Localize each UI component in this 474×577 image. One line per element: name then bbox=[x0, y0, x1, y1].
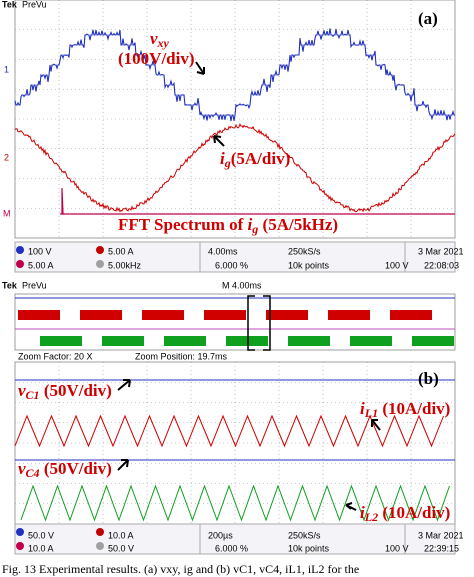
status: 200µs bbox=[208, 530, 233, 540]
pulse-green bbox=[350, 336, 392, 346]
signal-label: iL1 (10A/div) bbox=[360, 399, 450, 420]
brand: Tek bbox=[2, 280, 18, 290]
scale: (50V/div) bbox=[40, 381, 112, 400]
status: 250kS/s bbox=[288, 530, 321, 540]
pulse-red bbox=[328, 310, 370, 320]
ch-marker: 1 bbox=[4, 64, 9, 74]
figure: Tek PreVu (a) 1 2 M vxy (100V/div) ig(5A… bbox=[0, 0, 474, 577]
scale-label: (100V/div) bbox=[118, 49, 195, 68]
channel-dot bbox=[96, 246, 104, 254]
mode: PreVu bbox=[22, 280, 47, 290]
status: 250kS/s bbox=[288, 246, 321, 256]
mode: PreVu bbox=[22, 0, 47, 9]
status: 5.00 A bbox=[28, 260, 54, 270]
status: 22:08:03 bbox=[424, 260, 459, 270]
scale: (50V/div) bbox=[40, 459, 112, 478]
pulse-green bbox=[226, 336, 268, 346]
signal-label: ig(5A/div) bbox=[220, 149, 290, 170]
sub: L2 bbox=[364, 510, 378, 524]
vxy-trace bbox=[15, 28, 455, 121]
ch-marker: M bbox=[3, 208, 11, 218]
status: 10.0 A bbox=[108, 530, 134, 540]
status: 100 V bbox=[28, 246, 52, 256]
pulse-red bbox=[18, 310, 60, 320]
pulse-green bbox=[164, 336, 206, 346]
zoom-position: Zoom Position: 19.7ms bbox=[135, 351, 228, 361]
status: 50.0 V bbox=[108, 543, 134, 553]
arrow bbox=[346, 503, 356, 510]
channel-dot bbox=[16, 528, 24, 536]
pulse-red bbox=[266, 310, 308, 320]
signal-label: vC4 (50V/div) bbox=[18, 459, 112, 480]
t: FFT Spectrum of bbox=[118, 215, 248, 234]
pulse-green bbox=[40, 336, 82, 346]
channel-dot bbox=[96, 528, 104, 536]
sub: L1 bbox=[364, 406, 378, 420]
pulse-red bbox=[142, 310, 184, 320]
signal-label: vxy bbox=[150, 29, 170, 50]
brand: Tek bbox=[2, 0, 18, 9]
pulse-red bbox=[80, 310, 122, 320]
status: 50.0 V bbox=[28, 530, 54, 540]
status: 6.000 % bbox=[215, 260, 248, 270]
fft-label: FFT Spectrum of ig (5A/5kHz) bbox=[118, 215, 338, 236]
zoom-factor: Zoom Factor: 20 X bbox=[18, 351, 93, 361]
status: 5.00kHz bbox=[108, 260, 142, 270]
status: 3 Mar 2021 bbox=[418, 530, 464, 540]
arrow bbox=[118, 380, 130, 390]
status: 10.0 A bbox=[28, 543, 54, 553]
il1-trace bbox=[15, 416, 444, 446]
channel-dot bbox=[96, 542, 104, 550]
status: 100 V bbox=[385, 260, 409, 270]
channel-dot bbox=[16, 246, 24, 254]
scale: (10A/div) bbox=[378, 399, 450, 418]
status: 10k points bbox=[288, 260, 330, 270]
pulse-red bbox=[390, 310, 432, 320]
arrow bbox=[118, 460, 128, 470]
scale: (5A/5kHz) bbox=[258, 215, 338, 234]
pulse-green bbox=[412, 336, 454, 346]
status: 100 V bbox=[385, 543, 409, 553]
sub: xy bbox=[157, 36, 170, 50]
status: 10k points bbox=[288, 543, 330, 553]
scale: (5A/div) bbox=[231, 149, 291, 168]
arrow bbox=[196, 62, 204, 74]
pulse-green bbox=[102, 336, 144, 346]
signal-label: vC1 (50V/div) bbox=[18, 381, 112, 402]
panel-label: (a) bbox=[418, 9, 438, 28]
pulse-red bbox=[204, 310, 246, 320]
status: 22:39:15 bbox=[424, 543, 459, 553]
pulse-green bbox=[288, 336, 330, 346]
channel-dot bbox=[16, 542, 24, 550]
arrow bbox=[372, 420, 380, 430]
main-time: M 4.00ms bbox=[222, 280, 262, 290]
status: 3 Mar 2021 bbox=[418, 246, 464, 256]
channel-dot bbox=[16, 260, 24, 268]
sub: g bbox=[251, 222, 258, 236]
sub: C4 bbox=[26, 466, 40, 480]
status: 4.00ms bbox=[208, 246, 238, 256]
sub: g bbox=[224, 156, 231, 170]
caption: Fig. 13 Experimental results. (a) vxy, i… bbox=[2, 562, 359, 576]
arrow bbox=[214, 136, 224, 146]
status: 5.00 A bbox=[108, 246, 134, 256]
channel-dot bbox=[96, 260, 104, 268]
sub: C1 bbox=[26, 388, 40, 402]
scale: (10A/div) bbox=[378, 503, 450, 522]
signal-label: iL2 (10A/div) bbox=[360, 503, 450, 524]
status: 6.000 % bbox=[215, 543, 248, 553]
panel-label: (b) bbox=[418, 369, 439, 388]
ch-marker: 2 bbox=[4, 152, 9, 162]
